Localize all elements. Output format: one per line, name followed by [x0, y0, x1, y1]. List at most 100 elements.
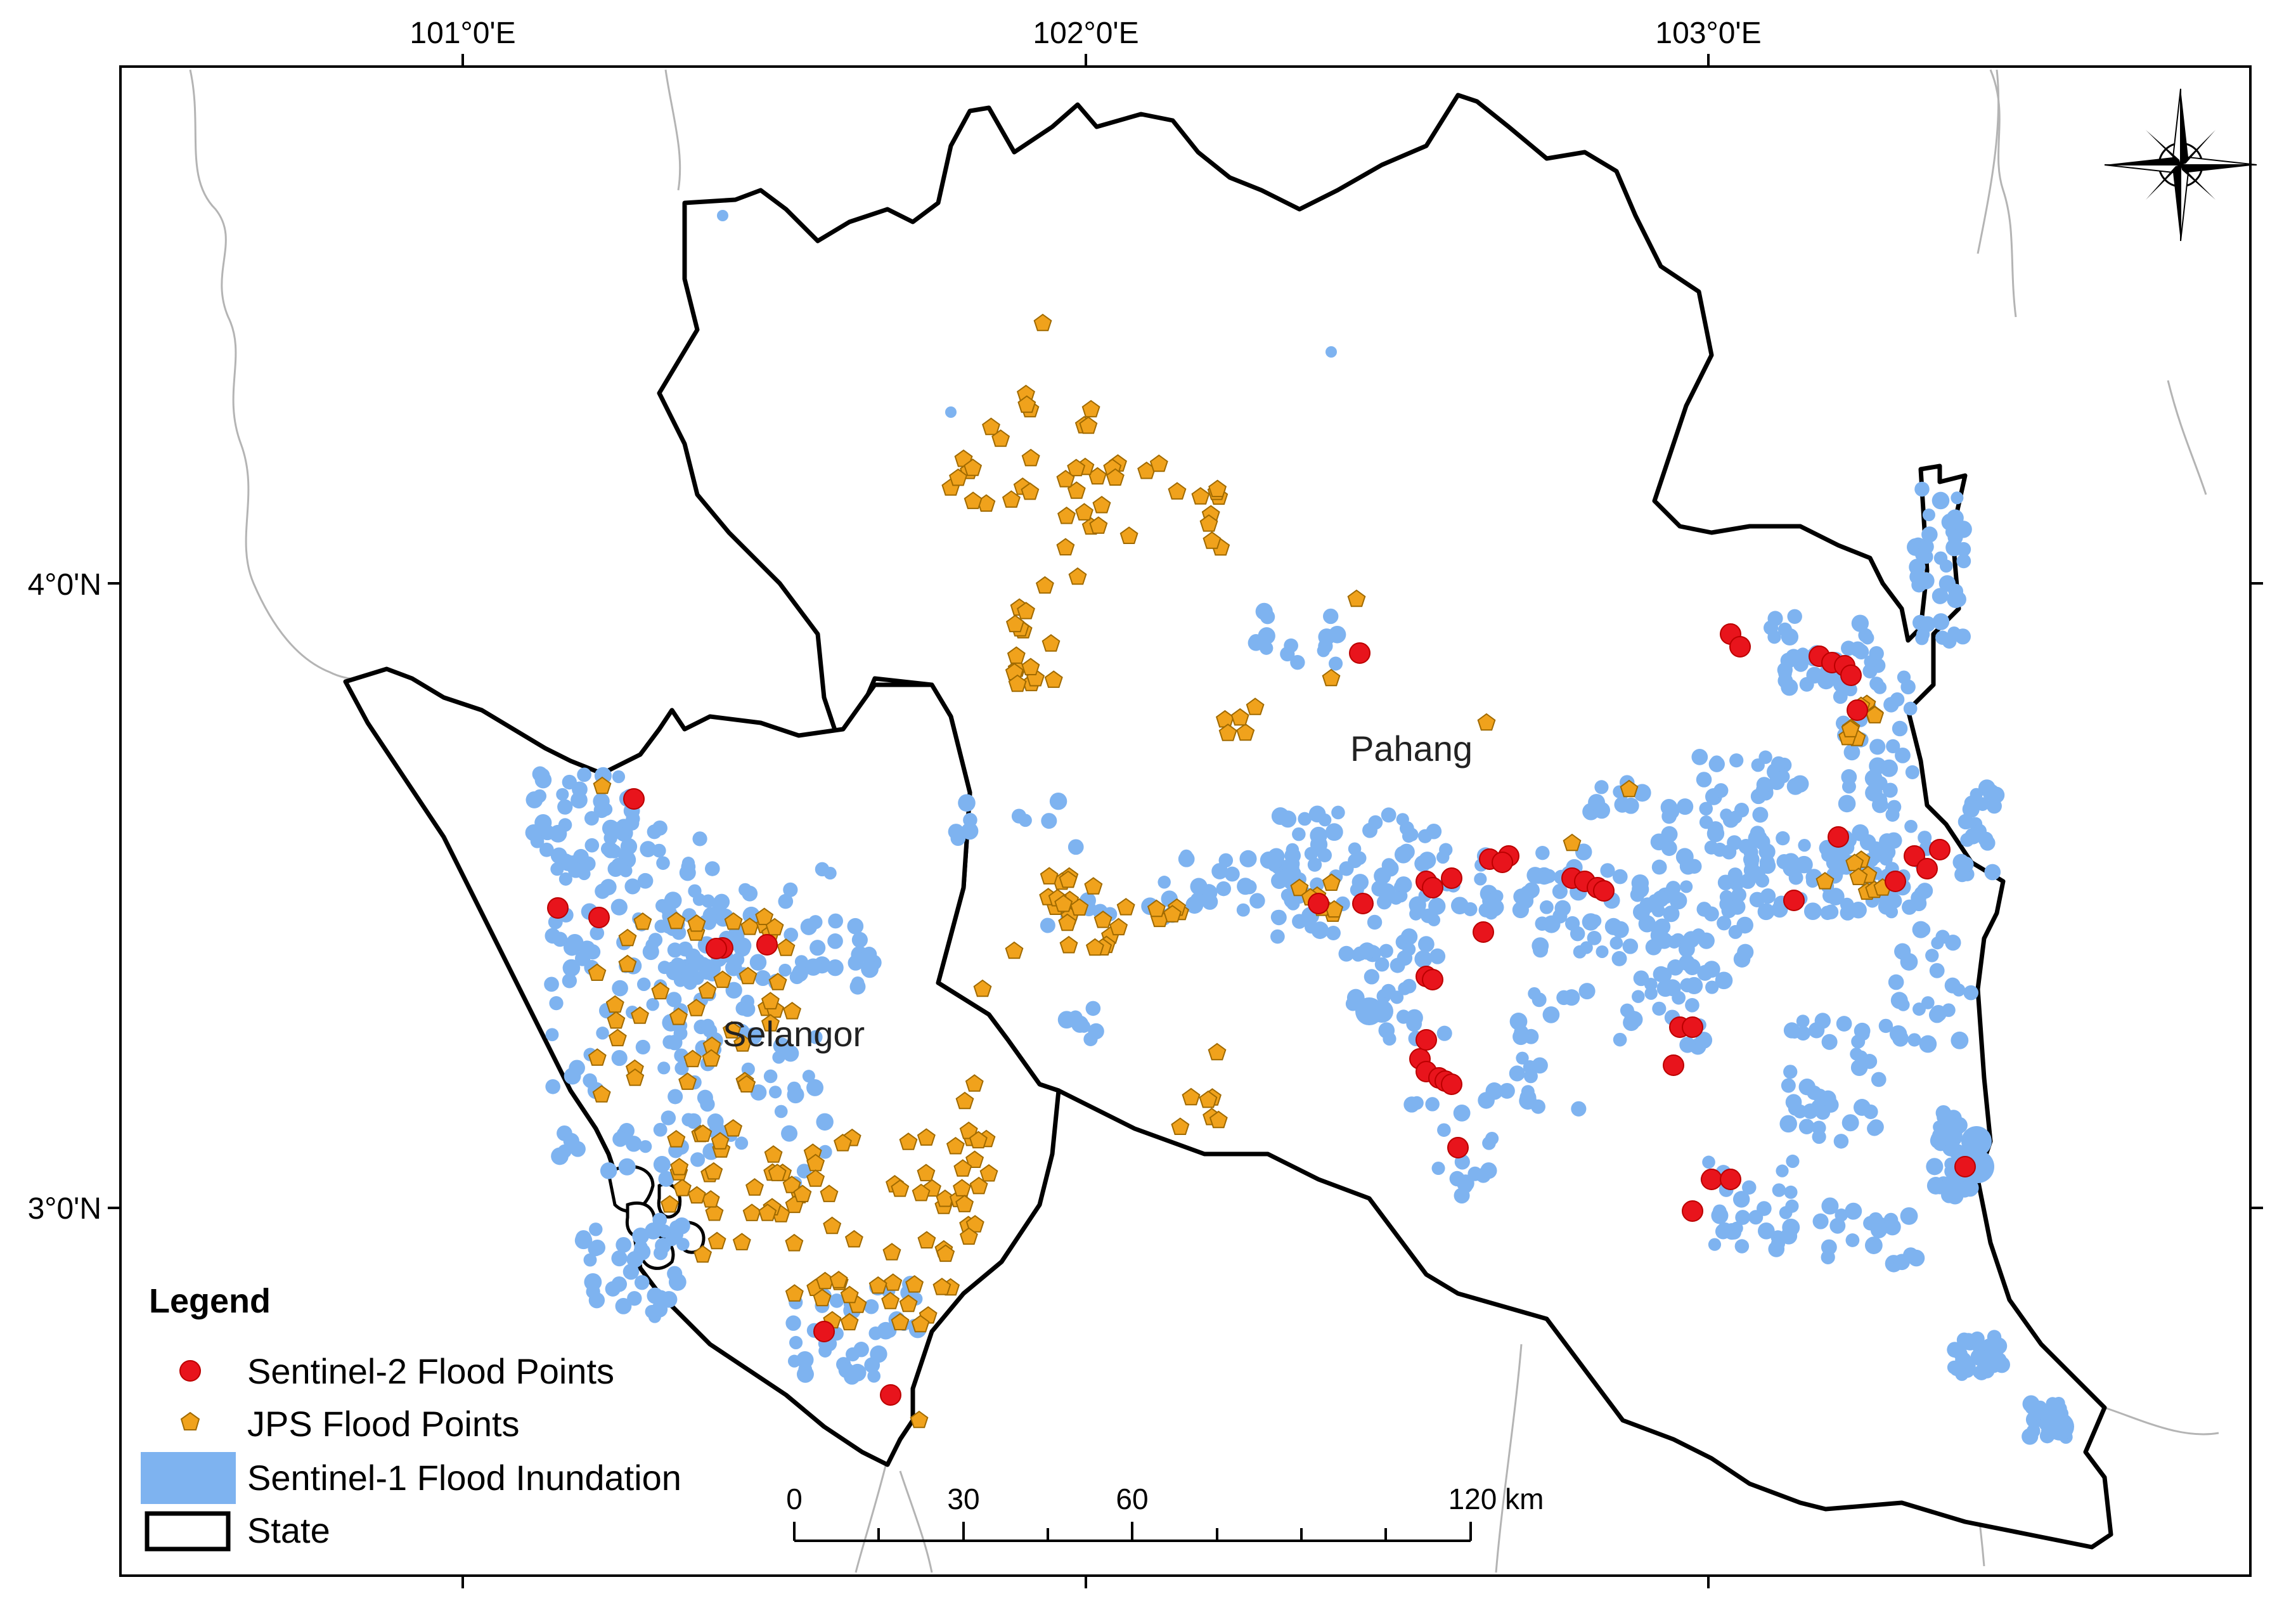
- jps-flood-point: [806, 1169, 825, 1187]
- jps-flood-point: [1033, 313, 1052, 332]
- sentinel1-inundation-patch: [1431, 1161, 1445, 1176]
- sentinel1-inundation-patch: [1854, 644, 1869, 659]
- sentinel1-inundation-patch: [577, 767, 591, 782]
- sentinel1-inundation-patch: [632, 1227, 649, 1245]
- sentinel1-inundation-patch: [1062, 1011, 1075, 1025]
- sentinel1-inundation-patch: [818, 1144, 832, 1159]
- sentinel1-inundation-layer: [525, 210, 2074, 1445]
- jps-flood-point: [1816, 872, 1835, 890]
- sentinel2-flood-point: [1916, 858, 1938, 879]
- sentinel1-inundation-patch: [1919, 1035, 1937, 1053]
- sentinel1-inundation-patch: [661, 1110, 676, 1125]
- jps-flood-point: [1017, 602, 1035, 619]
- jps-flood-point: [1163, 905, 1182, 923]
- sentinel1-inundation-patch: [1542, 915, 1561, 933]
- sentinel1-inundation-patch: [1955, 1367, 1969, 1381]
- sentinel1-inundation-patch: [589, 1239, 606, 1256]
- sentinel1-inundation-patch: [532, 789, 547, 803]
- sentinel1-inundation-patch: [945, 406, 957, 418]
- sentinel1-inundation-patch: [1751, 758, 1765, 772]
- sentinel1-inundation-patch: [1841, 779, 1856, 794]
- sentinel1-inundation-patch: [1705, 980, 1719, 994]
- sentinel1-inundation-patch: [1798, 838, 1811, 852]
- sentinel1-inundation-patch: [1937, 1108, 1954, 1126]
- sentinel1-inundation-patch: [1770, 756, 1786, 772]
- sentinel1-inundation-patch: [1381, 983, 1396, 999]
- sentinel1-inundation-patch: [1406, 1016, 1422, 1032]
- sentinel1-inundation-patch: [1730, 1221, 1743, 1235]
- sentinel1-inundation-patch: [610, 857, 628, 874]
- sentinel1-inundation-patch: [735, 1001, 751, 1016]
- sentinel2-flood-point: [1492, 852, 1513, 873]
- sentinel1-inundation-patch: [1782, 1218, 1800, 1236]
- sentinel1-inundation-patch: [580, 856, 596, 872]
- sentinel1-inundation-patch: [1019, 814, 1032, 827]
- sentinel1-inundation-patch: [1656, 967, 1672, 983]
- sentinel1-inundation-patch: [1932, 588, 1949, 604]
- sentinel1-inundation-patch: [827, 933, 843, 949]
- sentinel1-inundation-patch: [1513, 888, 1530, 905]
- sentinel1-inundation-patch: [2022, 1428, 2039, 1445]
- sentinel1-inundation-patch: [1284, 855, 1300, 872]
- sentinel1-inundation-patch: [612, 980, 628, 997]
- sentinel1-inundation-patch: [1596, 945, 1609, 958]
- sentinel2-flood-point: [1929, 839, 1951, 860]
- jps-flood-point: [687, 999, 706, 1016]
- sentinel1-inundation-patch: [950, 831, 966, 846]
- sentinel1-inundation-patch: [1961, 1179, 1979, 1197]
- sentinel1-inundation-patch: [668, 1089, 683, 1105]
- lat-label-4: 4°0'N: [28, 568, 101, 602]
- jps-flood-point: [1208, 479, 1227, 498]
- sentinel1-inundation-patch: [1499, 1082, 1515, 1099]
- sentinel1-inundation-patch: [1437, 1123, 1451, 1138]
- jps-flood-point: [1044, 670, 1063, 688]
- sentinel1-inundation-patch: [534, 814, 552, 832]
- sentinel1-inundation-patch: [828, 913, 843, 929]
- sentinel1-inundation-patch: [1367, 914, 1383, 930]
- sentinel1-inundation-patch: [574, 1231, 593, 1250]
- legend-title: Legend: [149, 1282, 271, 1320]
- sentinel1-inundation-patch: [794, 955, 808, 969]
- jps-flood-point: [660, 1195, 679, 1213]
- sentinel1-inundation-patch: [1776, 1164, 1789, 1177]
- sentinel1-inundation-patch: [1290, 654, 1305, 670]
- sentinel1-inundation-patch: [861, 960, 879, 978]
- sentinel1-inundation-patch: [653, 1122, 668, 1137]
- legend-label-sentinel2: Sentinel-2 Flood Points: [247, 1351, 614, 1391]
- sentinel1-inundation-patch: [1482, 893, 1497, 908]
- sentinel1-inundation-patch: [1986, 798, 2002, 814]
- sentinel1-inundation-patch: [1786, 1154, 1800, 1169]
- sentinel1-inundation-patch: [1563, 989, 1580, 1006]
- sentinel1-inundation-patch: [863, 1299, 879, 1314]
- sentinel1-inundation-patch: [1594, 780, 1609, 794]
- sentinel1-inundation-patch: [1625, 1011, 1643, 1028]
- sentinel1-inundation-patch: [1854, 1050, 1868, 1063]
- sentinel1-inundation-patch: [1821, 1197, 1839, 1215]
- jps-flood-point: [834, 1134, 852, 1151]
- sentinel2-flood-point: [1828, 826, 1849, 848]
- jps-flood-point: [1042, 634, 1061, 652]
- jps-flood-point: [673, 1178, 692, 1196]
- sentinel1-inundation-patch: [1819, 1090, 1836, 1107]
- sentinel1-inundation-patch: [1041, 813, 1057, 829]
- sentinel1-inundation-patch: [1310, 877, 1324, 892]
- jps-flood-point: [1171, 1117, 1190, 1135]
- jps-flood-point: [768, 1164, 787, 1181]
- jps-flood-point: [631, 1006, 649, 1024]
- sentinel1-inundation-patch: [1542, 869, 1556, 883]
- jps-flood-point: [761, 992, 780, 1009]
- sentinel1-inundation-patch: [683, 976, 697, 990]
- jps-flood-point: [917, 1231, 936, 1248]
- jps-flood-point: [932, 1278, 951, 1295]
- jps-flood-point: [1347, 589, 1366, 607]
- sentinel1-inundation-patch: [1759, 857, 1776, 874]
- sentinel2-flood-points-layer: [547, 623, 1976, 1406]
- jps-flood-point: [840, 1313, 859, 1331]
- sentinel1-inundation-patch: [653, 1155, 671, 1173]
- sentinel1-inundation-patch: [701, 894, 715, 908]
- jps-flood-point: [607, 1011, 626, 1029]
- sentinel1-inundation-patch: [1838, 794, 1856, 813]
- jps-flood-point: [959, 1121, 978, 1139]
- jps-flood-point: [711, 1132, 730, 1150]
- sentinel1-inundation-patch: [666, 992, 682, 1008]
